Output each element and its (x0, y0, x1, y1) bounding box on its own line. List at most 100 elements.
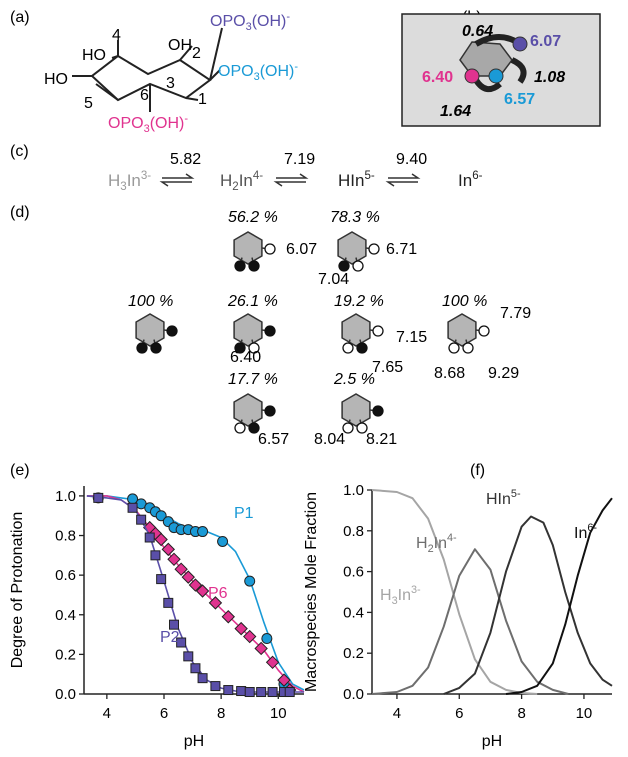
y-tick-label: 0.4 (55, 607, 76, 624)
panel-label-c: (c) (10, 143, 29, 160)
carbon-label-4: 4 (112, 27, 121, 44)
chair-structure (72, 27, 223, 112)
macro-pka-2: 9.40 (396, 151, 427, 168)
data-point-1 (243, 629, 257, 644)
deprotonated-site-dot (478, 325, 490, 337)
y-axis-label: Macrospecies Mole Fraction (303, 492, 320, 692)
data-point-2 (284, 687, 295, 698)
panel-label-e: (e) (10, 462, 30, 479)
macrospecies-1: H2In4- (220, 170, 263, 193)
micro-value-9: 9.29 (488, 365, 519, 382)
site-dot-p2 (512, 36, 528, 52)
x-axis-label: pH (482, 733, 502, 750)
hexagon-icon (233, 313, 263, 347)
protonated-site-dot (234, 260, 246, 272)
carbon-label-5: 5 (84, 95, 93, 112)
equilibrium-arrow-fwd-0 (162, 173, 195, 179)
micro-value-1: 6.07 (286, 241, 317, 258)
micro-value-10: 6.57 (258, 431, 289, 448)
x-tick-label: 8 (517, 705, 525, 722)
x-axis-label: pH (184, 733, 204, 750)
deprotonated-site-dot (248, 342, 260, 354)
protonated-site-dot (150, 342, 162, 354)
percent-7: 17.7 % (228, 371, 278, 388)
data-point-2 (256, 687, 267, 698)
hexagon-icon (341, 313, 371, 347)
data-point-2 (190, 663, 201, 674)
microspecies-glyph-3 (233, 313, 276, 354)
protonated-site-dot (356, 342, 368, 354)
data-point-1 (174, 562, 188, 576)
carbon-label-6: 6 (140, 87, 149, 104)
data-point-1 (221, 610, 235, 624)
percent-3: 100 % (128, 293, 173, 310)
data-point-0 (217, 535, 229, 547)
interaction-value-3: 1.64 (440, 103, 471, 120)
data-point-2 (169, 619, 179, 630)
x-tick-label: 10 (576, 705, 593, 722)
hexagon-icon (135, 313, 165, 347)
percent-5: 19.2 % (334, 293, 384, 310)
y-tick-label: 0.4 (343, 604, 364, 621)
interaction-arc-3 (473, 78, 502, 93)
data-point-2 (144, 532, 155, 543)
microspecies-glyph-4 (341, 313, 384, 354)
equilibrium-arrow-rev-1 (273, 181, 306, 187)
pka-p2: 6.07 (530, 33, 561, 50)
opo3-label-c2: OPO3(OH)- (210, 11, 290, 33)
percent-8: 2.5 % (333, 371, 375, 388)
hexagon-icon (447, 313, 477, 347)
protonated-site-dot (372, 405, 384, 417)
series-line-1 (371, 548, 569, 695)
interaction-arc-2 (510, 57, 527, 84)
data-point-0 (197, 526, 209, 538)
chart-degree-of-protonation: 4 6 8 10 0.0 0.2 0.4 0.6 0.8 1.0 pH Degree of Proto… (9, 486, 305, 750)
deprotonated-site-dot (352, 260, 364, 272)
micro-value-3: 7.04 (318, 271, 349, 288)
ho-label-c4: HO (82, 47, 106, 64)
data-point-1 (234, 621, 248, 636)
microspecies-labels: 56.2 % 78.3 % 100 % 26.1 % 19.2 % 100 % … (128, 209, 531, 448)
data-point-2 (197, 673, 208, 684)
series-line-2 (443, 515, 613, 695)
microspecies-glyph-2 (135, 313, 178, 354)
series-label-0: H3In3- (380, 584, 421, 607)
protonated-site-dot (166, 325, 178, 337)
micro-value-7: 7.79 (500, 305, 531, 322)
interaction-value-1: 0.64 (462, 23, 493, 40)
y-tick-label: 0.8 (343, 523, 364, 540)
deprotonated-site-dot (448, 342, 460, 354)
macro-pka-0: 5.82 (170, 151, 201, 168)
data-point-1 (167, 552, 181, 567)
panel-label-a: (a) (10, 9, 30, 26)
macro-pka-1: 7.19 (284, 151, 315, 168)
hexagon-icon (233, 393, 263, 427)
x-tick-label: 6 (160, 705, 168, 722)
x-tick-label: 8 (217, 705, 225, 722)
data-point-2 (93, 492, 104, 503)
y-tick-label: 0.2 (343, 645, 364, 662)
data-point-2 (176, 637, 187, 648)
panel-label-d: (d) (10, 204, 30, 221)
micro-value-11: 8.04 (314, 431, 345, 448)
microspecies-glyph-7 (341, 393, 384, 434)
data-point-0 (261, 633, 273, 645)
data-point-2 (223, 685, 234, 696)
opo3-label-c6: OPO3(OH)- (108, 113, 188, 135)
microspecies-glyph-5 (447, 313, 490, 354)
x-tick-label: 4 (393, 705, 401, 722)
oh-label-c3: OH (168, 37, 192, 54)
data-point-2 (163, 597, 174, 608)
data-point-1 (195, 584, 210, 598)
equilibrium-arrow-fwd-2 (388, 173, 421, 179)
protonated-site-dot (234, 342, 246, 354)
microspecies-glyph-6 (233, 393, 276, 434)
macrospecies-3: In6- (458, 170, 483, 190)
micro-value-12: 8.21 (366, 431, 397, 448)
microspecies-glyph-1 (337, 231, 380, 272)
data-point-2 (156, 574, 167, 585)
site-dot-p1 (488, 68, 504, 84)
y-tick-label: 0.0 (343, 686, 364, 703)
data-point-1 (188, 578, 203, 592)
data-point-1 (265, 655, 280, 670)
